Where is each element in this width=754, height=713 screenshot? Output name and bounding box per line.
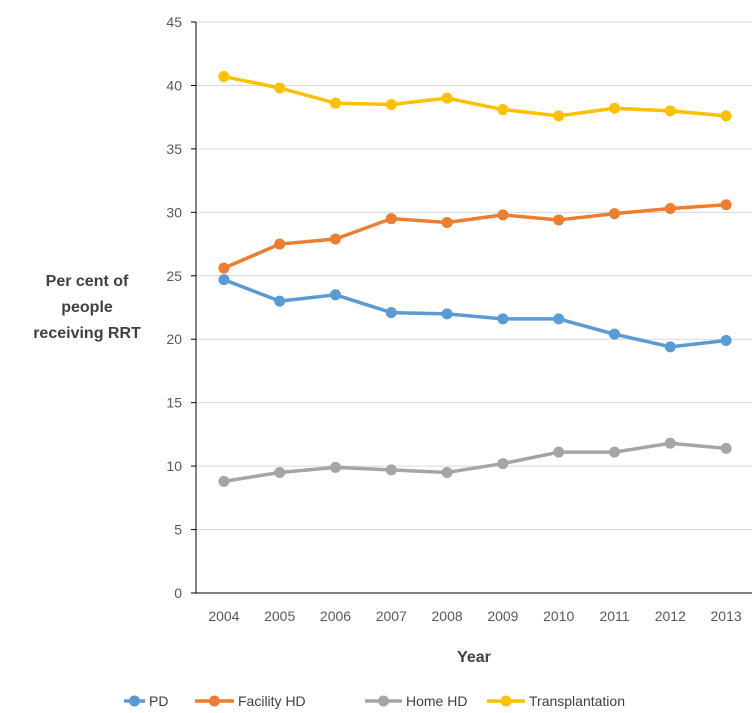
data-point xyxy=(385,307,397,319)
data-point xyxy=(274,82,286,94)
y-tick-label: 40 xyxy=(166,77,182,93)
data-point xyxy=(553,313,565,325)
data-point xyxy=(218,274,230,286)
data-point xyxy=(274,295,286,307)
data-point xyxy=(720,334,732,346)
y-tick-label: 10 xyxy=(166,458,182,474)
legend-item: Facility HD xyxy=(195,693,306,709)
legend-swatch-marker xyxy=(129,695,140,707)
series-group xyxy=(218,71,732,487)
x-tick-label: 2013 xyxy=(711,608,742,624)
legend-item: Home HD xyxy=(365,693,467,709)
y-tick-label: 0 xyxy=(174,585,182,601)
data-point xyxy=(441,466,453,478)
y-axis-title-line: Per cent of xyxy=(46,273,129,290)
y-tick-label: 35 xyxy=(166,141,182,157)
legend-item: Transplantation xyxy=(487,693,625,709)
data-point xyxy=(497,458,509,470)
data-point xyxy=(664,437,676,449)
series-line xyxy=(223,74,727,118)
data-point xyxy=(441,308,453,320)
series-pd xyxy=(218,274,732,353)
y-tick-label: 20 xyxy=(166,331,182,347)
data-point xyxy=(664,203,676,215)
data-point xyxy=(497,104,509,116)
data-point xyxy=(330,97,341,109)
legend-label: PD xyxy=(149,693,168,709)
data-point xyxy=(497,313,509,325)
legend-label: Home HD xyxy=(406,693,467,709)
series-line xyxy=(223,441,727,484)
legend-swatch-marker xyxy=(378,695,389,707)
data-point xyxy=(553,446,565,458)
data-point xyxy=(609,328,620,340)
y-tick-label: 5 xyxy=(174,522,182,538)
data-point xyxy=(553,214,565,226)
data-point xyxy=(330,461,341,473)
legend: PD Facility HD Home HD Transplantation xyxy=(124,693,625,709)
data-point xyxy=(664,105,676,117)
y-tick-label: 25 xyxy=(166,268,182,284)
x-tick-label: 2010 xyxy=(543,608,574,624)
legend-swatch-marker xyxy=(500,695,512,707)
gridlines xyxy=(191,21,752,594)
legend-label: Transplantation xyxy=(529,693,625,709)
y-tick-label: 30 xyxy=(166,204,182,220)
series-line xyxy=(223,202,727,270)
data-point xyxy=(385,464,397,476)
data-point xyxy=(609,208,620,220)
data-point xyxy=(720,110,732,122)
x-tick-label: 2009 xyxy=(487,608,518,624)
x-tick-labels: 2004 2005 2006 2007 2008 2009 2010 2011 2012 2013 xyxy=(208,608,742,624)
x-tick-label: 2012 xyxy=(655,608,686,624)
data-point xyxy=(553,110,565,122)
data-point xyxy=(274,466,286,478)
x-tick-label: 2005 xyxy=(264,608,295,624)
series-transplantation xyxy=(218,71,732,122)
legend-item: PD xyxy=(124,693,168,709)
legend-label: Facility HD xyxy=(238,693,306,709)
y-axis-title-line: people xyxy=(61,299,113,316)
x-tick-label: 2004 xyxy=(208,608,239,624)
y-tick-labels: 0 5 10 15 20 25 30 35 40 45 xyxy=(166,14,182,601)
y-tick-label: 45 xyxy=(166,14,182,30)
data-point xyxy=(720,199,732,211)
data-point xyxy=(330,233,341,245)
data-point xyxy=(441,92,453,104)
data-point xyxy=(497,209,509,221)
data-point xyxy=(330,289,341,301)
data-point xyxy=(218,71,230,83)
data-point xyxy=(385,98,397,110)
data-point xyxy=(218,262,230,274)
x-tick-label: 2008 xyxy=(432,608,463,624)
series-line xyxy=(223,277,727,349)
x-tick-label: 2007 xyxy=(376,608,407,624)
data-point xyxy=(720,442,732,454)
y-tick-label: 15 xyxy=(166,395,182,411)
data-point xyxy=(441,216,453,228)
data-point xyxy=(609,446,620,458)
y-axis-title: Per cent of people receiving RRT xyxy=(33,273,141,342)
series-facility-hd xyxy=(218,199,732,274)
data-point xyxy=(274,238,286,250)
data-point xyxy=(218,475,230,487)
y-axis-title-line: receiving RRT xyxy=(33,325,141,342)
data-point xyxy=(609,102,620,114)
data-point xyxy=(664,341,676,353)
x-tick-label: 2011 xyxy=(599,608,629,624)
x-axis-title: Year xyxy=(457,649,491,666)
axes xyxy=(195,22,752,594)
data-point xyxy=(385,213,397,225)
x-tick-label: 2006 xyxy=(320,608,351,624)
series-home-hd xyxy=(218,437,732,487)
legend-swatch-marker xyxy=(209,695,220,707)
